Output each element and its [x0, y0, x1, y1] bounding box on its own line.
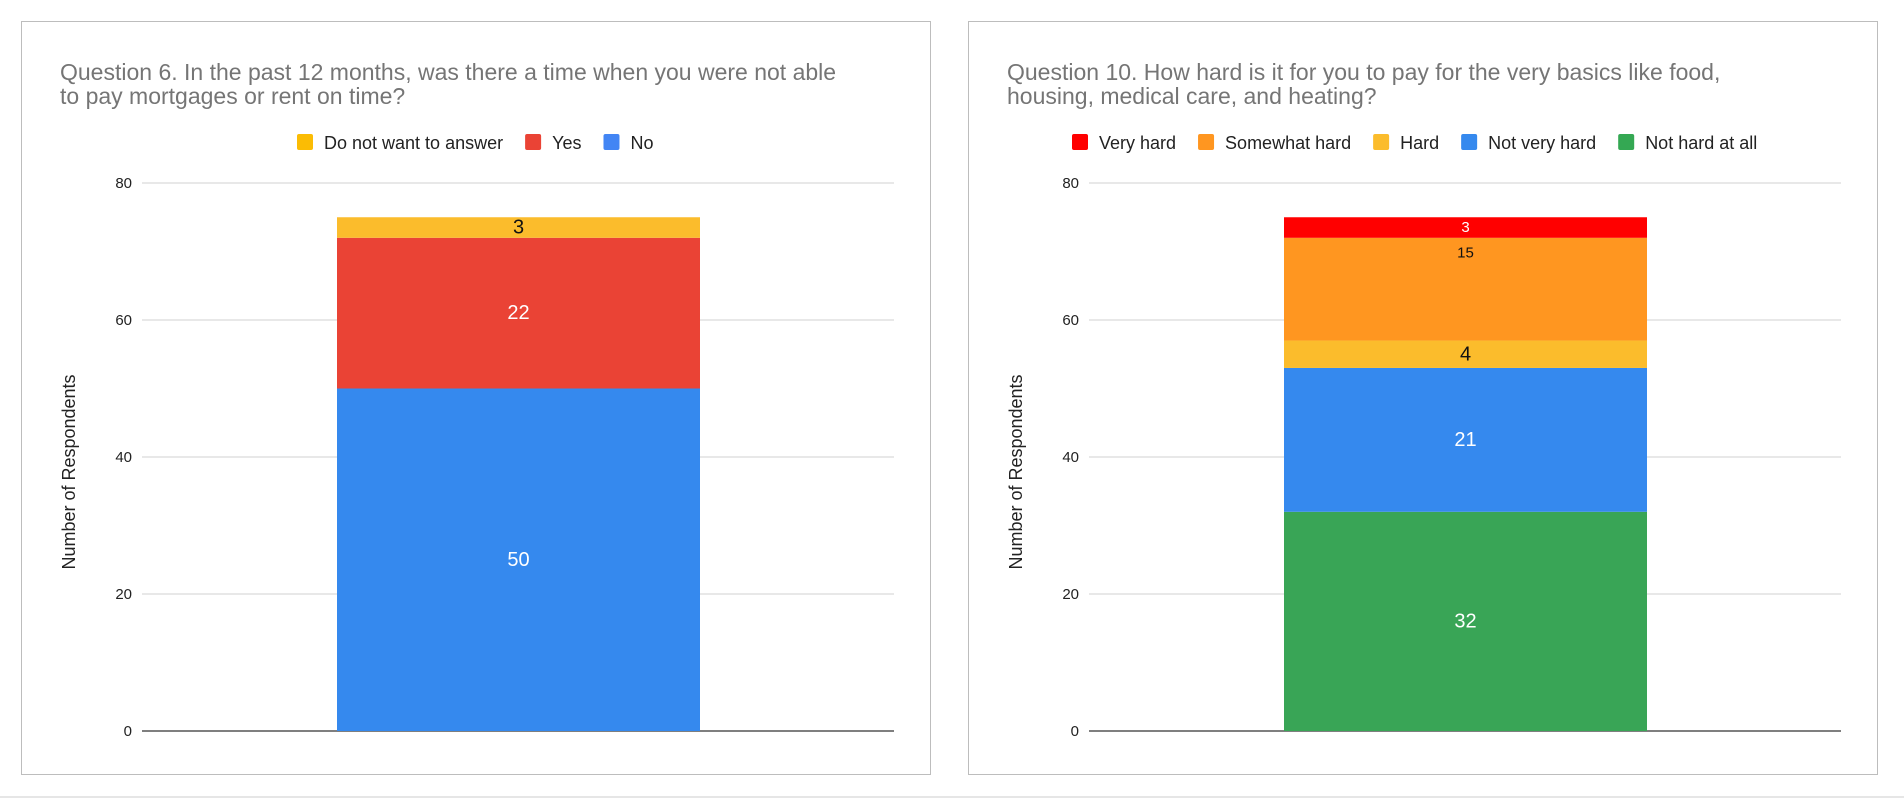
bar-data-label: 3	[1461, 219, 1469, 236]
y-tick-label: 40	[1062, 449, 1079, 466]
legend-swatch	[525, 134, 542, 150]
legend-label: Somewhat hard	[1225, 133, 1351, 153]
bar-segment-yes[interactable]	[337, 237, 700, 389]
legend-label: Do not want to answer	[324, 133, 503, 153]
chart-question-10: Question 10. How hard is it for you to p…	[1006, 59, 1841, 740]
y-tick-label: 20	[115, 586, 132, 603]
legend-label: Very hard	[1099, 133, 1176, 153]
legend-label: Yes	[552, 133, 581, 153]
y-tick-label: 20	[1062, 586, 1079, 603]
legend-swatch	[1072, 134, 1088, 150]
bar-segment-not-very-hard[interactable]	[1284, 367, 1647, 512]
bar-segment-hard[interactable]	[1284, 340, 1647, 368]
legend-swatch	[1461, 134, 1478, 150]
y-tick-label: 0	[1071, 723, 1079, 740]
bar-segment-somewhat-hard[interactable]	[1284, 237, 1647, 341]
chart-title-line: to pay mortgages or rent on time?	[60, 83, 405, 109]
y-tick-label: 0	[124, 723, 132, 740]
legend-swatch	[1373, 134, 1390, 150]
bar-data-label: 4	[1460, 343, 1471, 365]
legend-item[interactable]: Not very hard	[1461, 133, 1596, 153]
legend-item[interactable]: Not hard at all	[1618, 133, 1757, 153]
legend-swatch	[297, 134, 313, 150]
y-axis-title: Number of Respondents	[59, 374, 79, 569]
bar-data-label: 50	[507, 549, 529, 571]
legend-swatch	[1618, 134, 1635, 150]
chart-panel-question-6: Question 6. In the past 12 months, was t…	[21, 21, 931, 775]
bar-data-label: 3	[513, 217, 524, 239]
y-axis-title: Number of Respondents	[1006, 374, 1026, 569]
bar-data-label: 21	[1454, 429, 1476, 451]
legend-item[interactable]: Very hard	[1072, 133, 1176, 153]
bar-data-label: 22	[507, 302, 529, 324]
legend-label: Not very hard	[1488, 133, 1596, 153]
legend-label: Hard	[1400, 133, 1439, 153]
y-tick-label: 40	[115, 449, 132, 466]
chart-title-line: Question 10. How hard is it for you to p…	[1007, 59, 1720, 85]
legend-item[interactable]: Somewhat hard	[1198, 133, 1351, 153]
legend-swatch	[603, 134, 620, 150]
legend-item[interactable]: No	[603, 133, 654, 153]
y-tick-label: 60	[1062, 312, 1079, 329]
y-tick-label: 80	[1062, 175, 1079, 192]
bar-data-label: 15	[1457, 244, 1474, 261]
y-tick-label: 80	[115, 175, 132, 192]
legend-item[interactable]: Hard	[1373, 133, 1439, 153]
legend-item[interactable]: Do not want to answer	[297, 133, 503, 153]
chart-question-6: Question 6. In the past 12 months, was t…	[59, 59, 894, 740]
bar-data-label: 32	[1454, 610, 1476, 632]
bar-segment-do-not-want-to-answer[interactable]	[337, 217, 700, 238]
chart-title-line: housing, medical care, and heating?	[1007, 83, 1377, 109]
y-tick-label: 60	[115, 312, 132, 329]
bar-segment-very-hard[interactable]	[1284, 217, 1647, 238]
chart-title-line: Question 6. In the past 12 months, was t…	[60, 59, 836, 85]
legend-label: Not hard at all	[1645, 133, 1757, 153]
bar-segment-not-hard-at-all[interactable]	[1284, 511, 1647, 731]
bar-segment-no[interactable]	[337, 388, 700, 732]
legend-label: No	[630, 133, 653, 153]
legend-swatch	[1198, 134, 1215, 150]
legend-item[interactable]: Yes	[525, 133, 581, 153]
chart-panel-question-10: Question 10. How hard is it for you to p…	[968, 21, 1878, 775]
page-divider	[0, 796, 1904, 798]
